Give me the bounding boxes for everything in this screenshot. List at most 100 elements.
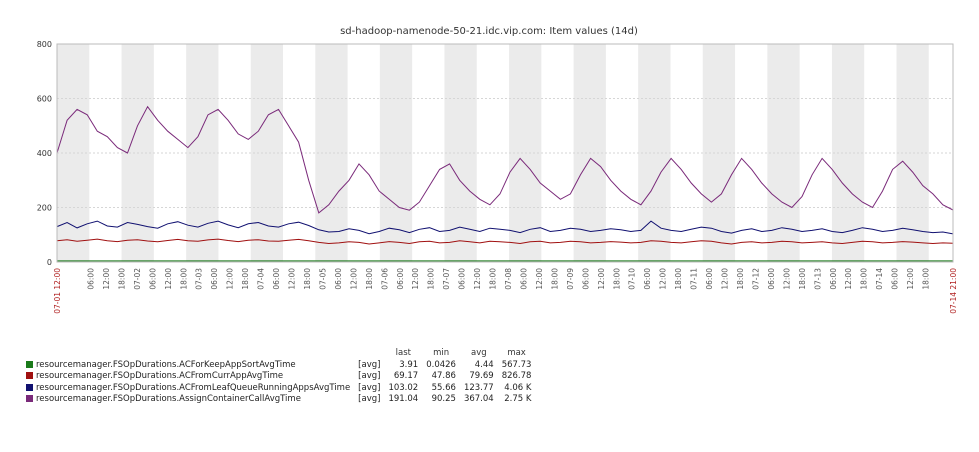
x-tick-label: 18:00 — [798, 268, 807, 290]
legend-row: resourcemanager.FSOpDurations.ACFromLeaf… — [22, 383, 535, 395]
x-tick-label: 12:00 — [844, 268, 853, 290]
legend-series-name: resourcemanager.FSOpDurations.ACFromCurr… — [36, 371, 284, 381]
x-tick-label: 12:00 — [102, 268, 111, 290]
x-tick-label: 06:00 — [581, 268, 590, 290]
legend-avg: 367.04 — [463, 394, 494, 404]
x-tick-label: 07-13 — [813, 268, 822, 290]
legend-series-name: resourcemanager.FSOpDurations.ACFromLeaf… — [36, 382, 351, 393]
x-tick-label: 06:00 — [705, 268, 714, 290]
legend-avg: 123.77 — [463, 382, 494, 393]
x-tick-label: 07-06 — [380, 268, 389, 290]
x-tick-label: 18:00 — [179, 268, 188, 290]
x-tick-label: 06:00 — [334, 268, 343, 290]
legend-min: 90.25 — [431, 394, 456, 404]
legend-last: 191.04 — [388, 394, 419, 404]
legend-last: 3.91 — [399, 359, 419, 370]
legend-series-name: resourcemanager.FSOpDurations.AssignCont… — [36, 394, 301, 404]
x-tick-label: 18:00 — [241, 268, 250, 290]
x-tick-label: 07-09 — [566, 268, 575, 290]
x-tick-label: 12:00 — [597, 268, 606, 290]
x-tick-label: 07-08 — [504, 268, 513, 290]
x-tick-label: 12:00 — [473, 268, 482, 290]
x-tick-label: 06:00 — [829, 268, 838, 290]
x-tick-label: 07-12 — [751, 268, 760, 290]
legend-min: 55.66 — [431, 382, 456, 393]
legend-swatch — [26, 372, 33, 379]
x-tick-label: 07-05 — [318, 268, 327, 290]
legend-header-last: last — [395, 348, 411, 358]
legend-min: 47.86 — [431, 371, 456, 381]
night-band — [831, 44, 865, 262]
legend-max: 2.75 K — [504, 394, 532, 404]
x-tick-label: 07-03 — [195, 268, 204, 290]
x-tick-label: 06:00 — [891, 268, 900, 290]
legend-last: 69.17 — [393, 371, 419, 381]
legend-func: [avg] — [358, 359, 381, 370]
x-tick-label: 18:00 — [117, 268, 126, 290]
x-tick-label: 06:00 — [519, 268, 528, 290]
x-tick-label: 18:00 — [674, 268, 683, 290]
x-tick-label: 18:00 — [489, 268, 498, 290]
chart-title: sd-hadoop-namenode-50-21.idc.vip.com: It… — [340, 26, 638, 37]
legend-max: 567.73 — [501, 359, 532, 370]
x-tick-label: 18:00 — [860, 268, 869, 290]
x-tick-label: 07-02 — [133, 268, 142, 290]
x-tick-label: 07-07 — [442, 268, 451, 290]
x-tick-label: 18:00 — [612, 268, 621, 290]
x-tick-label: 12:00 — [164, 268, 173, 290]
x-tick-label: 12:00 — [782, 268, 791, 290]
series-lines — [56, 105, 954, 262]
x-tick-label: 18:00 — [365, 268, 374, 290]
x-tick-label: 07-10 — [628, 268, 637, 290]
x-axis: 07-01 12:00 06:00 12:00 18:00 07-02 06:00 12:0… — [53, 268, 958, 314]
legend-row: resourcemanager.FSOpDurations.ACForKeepA… — [22, 360, 535, 372]
x-tick-label: 06:00 — [458, 268, 467, 290]
legend-swatch — [26, 395, 33, 402]
legend-func: [avg] — [358, 371, 381, 381]
y-tick-label: 800 — [37, 40, 52, 49]
legend-swatch — [26, 383, 33, 391]
x-tick-label: 06:00 — [272, 268, 281, 290]
x-tick-label: 06:00 — [86, 268, 95, 290]
x-tick-label: 07-11 — [690, 268, 699, 290]
x-tick-label: 06:00 — [148, 268, 157, 290]
legend-header-max: max — [507, 348, 526, 358]
legend-last: 103.02 — [388, 382, 419, 393]
legend-row: resourcemanager.FSOpDurations.ACFromCurr… — [22, 371, 535, 383]
legend-avg: 4.44 — [474, 359, 494, 370]
x-tick-label: 12:00 — [349, 268, 358, 290]
y-axis: 0 200 400 600 800 — [37, 40, 52, 267]
y-tick-label: 400 — [37, 149, 52, 158]
x-tick-label: 18:00 — [303, 268, 312, 290]
legend-func: [avg] — [358, 394, 381, 404]
y-tick-label: 200 — [37, 204, 52, 213]
legend-max: 4.06 K — [504, 382, 532, 393]
legend-avg: 79.69 — [469, 371, 494, 381]
x-tick-label: 18:00 — [427, 268, 436, 290]
x-tick-label: 12:00 — [721, 268, 730, 290]
x-tick-label: 07-14 — [875, 268, 884, 290]
y-tick-label: 600 — [37, 95, 52, 104]
x-tick-label: 07-04 — [257, 268, 266, 290]
legend-max: 826.78 — [501, 371, 532, 381]
legend-series-name: resourcemanager.FSOpDurations.ACForKeepA… — [36, 359, 296, 370]
x-tick-label: 06:00 — [210, 268, 219, 290]
legend-header-avg: avg — [471, 348, 487, 358]
x-tick-label: 12:00 — [659, 268, 668, 290]
x-tick-label: 06:00 — [396, 268, 405, 290]
series-line — [56, 105, 954, 214]
x-tick-label: 12:00 — [288, 268, 297, 290]
x-tick-label: 18:00 — [922, 268, 931, 290]
y-tick-label: 0 — [47, 258, 52, 267]
x-tick-label: 07-14 21:00 — [949, 268, 958, 314]
x-tick-label: 18:00 — [550, 268, 559, 290]
legend: last min avg max resourcemanager.FSOpDur… — [22, 348, 535, 406]
legend-func: [avg] — [358, 382, 381, 393]
x-tick-label: 12:00 — [226, 268, 235, 290]
plot-frame — [56, 43, 954, 263]
x-tick-label: 06:00 — [643, 268, 652, 290]
x-tick-label: 12:00 — [535, 268, 544, 290]
x-tick-label: 06:00 — [767, 268, 776, 290]
series-line — [56, 220, 954, 235]
